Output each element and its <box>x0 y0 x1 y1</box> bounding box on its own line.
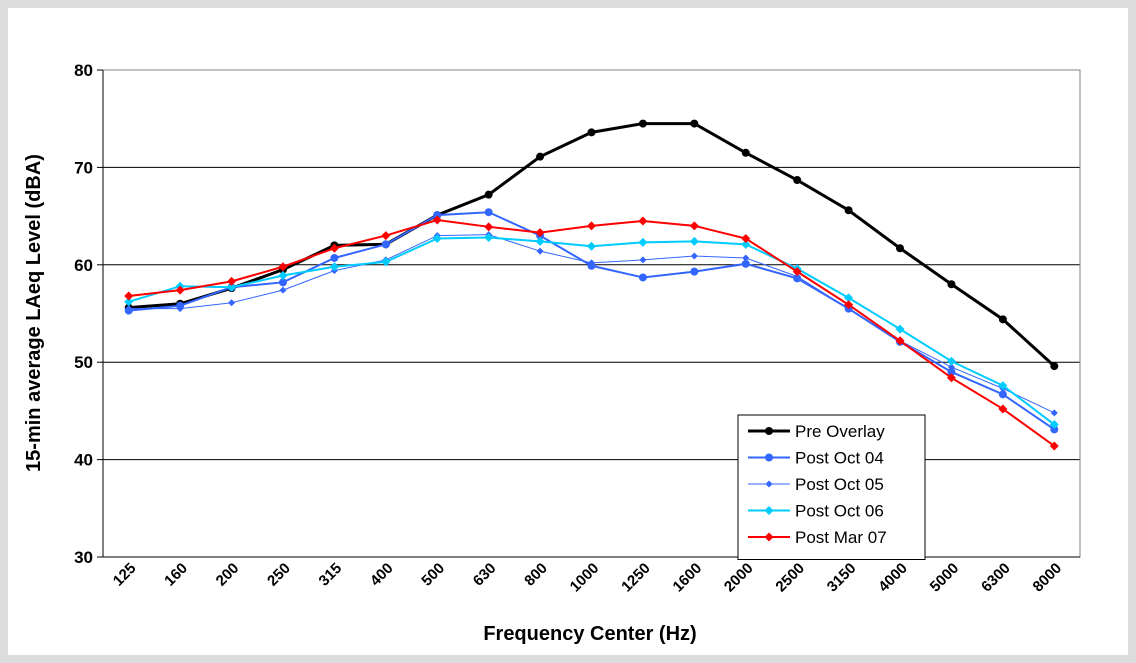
marker <box>279 286 287 294</box>
marker <box>639 256 647 264</box>
marker <box>124 297 134 307</box>
marker <box>125 305 133 313</box>
marker <box>947 363 955 371</box>
marker <box>175 285 185 295</box>
marker <box>998 390 1007 399</box>
marker <box>947 367 956 376</box>
marker <box>946 373 956 383</box>
marker <box>896 244 905 253</box>
legend-marker <box>765 480 773 488</box>
legend-label: Pre Overlay <box>795 422 885 441</box>
y-tick-label: 80 <box>74 61 93 80</box>
legend-label: Post Oct 04 <box>795 449 884 468</box>
marker <box>484 208 493 217</box>
marker <box>741 148 750 157</box>
y-axis-title: 15-min average LAeq Level (dBA) <box>23 154 45 472</box>
y-tick-label: 70 <box>74 158 93 177</box>
y-tick-label: 50 <box>74 353 93 372</box>
y-tick-label: 40 <box>74 451 93 470</box>
marker <box>844 206 853 215</box>
marker <box>587 128 596 137</box>
marker <box>690 267 699 276</box>
marker <box>895 324 905 334</box>
marker <box>742 254 750 262</box>
marker <box>1049 441 1059 451</box>
plot-area <box>103 70 1080 557</box>
marker <box>689 221 699 231</box>
marker <box>535 236 545 246</box>
marker <box>741 239 751 249</box>
marker <box>278 262 288 272</box>
y-tick-label: 60 <box>74 256 93 275</box>
marker <box>381 257 391 267</box>
marker <box>381 231 391 241</box>
legend-marker <box>764 532 774 542</box>
marker <box>1050 409 1058 417</box>
marker <box>227 276 237 286</box>
marker <box>1049 420 1059 430</box>
marker <box>638 237 648 247</box>
marker <box>793 176 802 185</box>
series <box>124 215 1059 451</box>
marker <box>227 282 237 292</box>
marker <box>535 228 545 238</box>
marker <box>176 305 184 313</box>
y-tick-label: 30 <box>74 548 93 567</box>
marker <box>433 211 442 220</box>
marker <box>895 336 905 346</box>
marker <box>484 190 493 199</box>
marker <box>484 222 494 232</box>
marker <box>381 240 390 249</box>
marker <box>844 300 854 310</box>
legend-label: Post Oct 06 <box>795 502 884 521</box>
marker <box>536 247 544 255</box>
marker <box>329 243 339 253</box>
legend-marker <box>764 506 774 515</box>
marker <box>946 356 956 366</box>
marker <box>1050 425 1059 434</box>
legend-marker <box>765 427 773 435</box>
marker <box>432 234 442 244</box>
marker <box>998 315 1007 324</box>
x-axis-title: Frequency Center (Hz) <box>483 623 696 645</box>
marker <box>638 119 647 128</box>
marker <box>330 253 339 262</box>
marker <box>689 236 699 246</box>
marker <box>1050 362 1059 371</box>
marker <box>638 273 647 282</box>
marker <box>228 299 236 307</box>
marker <box>638 216 648 226</box>
marker <box>329 262 339 272</box>
marker <box>588 259 595 267</box>
marker <box>844 293 854 303</box>
marker <box>998 404 1008 414</box>
marker <box>793 272 801 280</box>
marker <box>278 278 287 287</box>
marker <box>124 291 134 301</box>
marker <box>690 252 698 260</box>
marker <box>947 280 956 289</box>
legend-label: Post Mar 07 <box>795 528 887 547</box>
marker <box>690 119 699 128</box>
marker <box>536 152 545 161</box>
marker <box>792 267 802 277</box>
legend-label: Post Oct 05 <box>795 475 884 494</box>
marker <box>278 271 288 281</box>
marker <box>998 381 1008 391</box>
marker <box>587 221 596 231</box>
marker <box>484 233 494 243</box>
marker <box>741 234 751 244</box>
marker <box>741 259 750 268</box>
marker <box>432 215 442 225</box>
legend-marker <box>765 453 773 462</box>
marker <box>587 241 596 251</box>
